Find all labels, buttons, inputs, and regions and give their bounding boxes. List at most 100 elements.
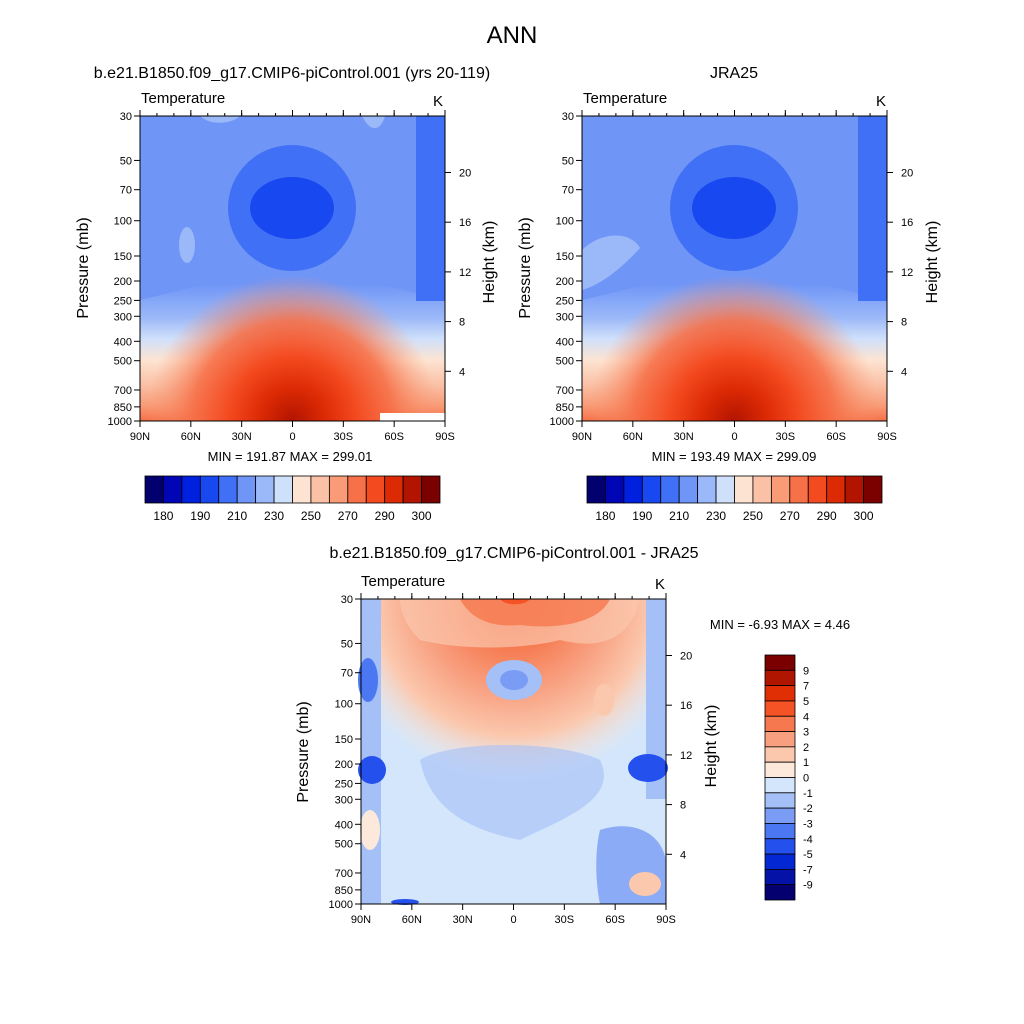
colorbar-box (764, 838, 796, 855)
colorbar-label: -7 (803, 864, 813, 876)
colorbar-box (236, 475, 257, 504)
x-tick-label: 90S (435, 431, 455, 443)
yr-tick-label: 8 (459, 317, 465, 329)
colorbar-box (402, 475, 422, 504)
colorbar-label: 3 (803, 727, 809, 739)
colorbar-label: -3 (803, 818, 813, 830)
colorbar-box (764, 715, 796, 732)
colorbar-box (421, 475, 441, 504)
colorbar-box (292, 475, 312, 504)
yr-tick-label: 4 (459, 366, 465, 378)
colorbar-label: 230 (264, 509, 284, 523)
y-tick-label: 400 (335, 819, 353, 831)
y-tick-label: 30 (562, 111, 574, 123)
colorbar-label: 0 (803, 773, 809, 785)
x-tick-label: 30S (334, 431, 354, 443)
colorbar-box (752, 475, 772, 504)
y-axis-right-label: Height (km) (924, 221, 941, 304)
y-tick-label: 200 (114, 276, 132, 288)
x-tick-label: 60S (826, 431, 846, 443)
left-axis-ticks: 305070100150200250300400500700850100090N… (550, 110, 913, 443)
min-max-text: MIN = 193.49 MAX = 299.09 (652, 449, 817, 464)
y-tick-label: 1000 (550, 416, 574, 428)
colorbar-box (328, 475, 349, 504)
units-label: K (655, 576, 665, 593)
units-label: K (433, 93, 443, 110)
yr-tick-label: 12 (680, 750, 692, 762)
min-max-text: MIN = -6.93 MAX = 4.46 (710, 617, 850, 632)
y-tick-label: 150 (556, 251, 574, 263)
y-tick-label: 500 (556, 356, 574, 368)
colorbar-label: 4 (803, 711, 809, 723)
colorbar-box (255, 475, 275, 504)
colorbar-horizontal: 180 190 210 230 250 270 290 300 (586, 475, 883, 523)
y-tick-label: 400 (556, 336, 574, 348)
yr-tick-label: 12 (459, 267, 471, 279)
colorbar-label: 210 (227, 509, 247, 523)
colorbar-box (384, 475, 404, 504)
colorbar-box (764, 746, 796, 763)
y-axis-right-label: Height (km) (481, 221, 498, 304)
figure-title: ANN (487, 22, 538, 49)
colorbar-label: 270 (338, 509, 358, 523)
contour-field (582, 116, 887, 421)
colorbar-box (273, 475, 293, 504)
colorbar-label: 190 (190, 509, 210, 523)
panel-title: b.e21.B1850.f09_g17.CMIP6-piControl.001 … (329, 545, 698, 562)
x-tick-label: 90N (572, 431, 592, 443)
y-tick-label: 300 (114, 311, 132, 323)
colorbar-label: 180 (153, 509, 173, 523)
y-tick-label: 50 (562, 155, 574, 167)
colorbar-label: 290 (375, 509, 395, 523)
colorbar-box (764, 823, 796, 840)
y-axis-label: Pressure (mb) (75, 217, 92, 318)
colorbar-label: 250 (743, 509, 763, 523)
y-tick-label: 850 (556, 402, 574, 414)
y-tick-label: 1000 (108, 416, 132, 428)
yr-tick-label: 12 (901, 267, 913, 279)
colorbar-box (678, 475, 699, 504)
yr-tick-label: 16 (680, 700, 692, 712)
colorbar-label: -5 (803, 849, 813, 861)
contour-field (358, 599, 668, 905)
y-tick-label: 500 (335, 839, 353, 851)
y-tick-label: 200 (556, 276, 574, 288)
colorbar-box (807, 475, 828, 504)
x-tick-label: 60N (181, 431, 201, 443)
colorbar-box (623, 475, 643, 504)
colorbar-label: 210 (669, 509, 689, 523)
min-max-text: MIN = 191.87 MAX = 299.01 (208, 449, 373, 464)
x-tick-label: 30S (555, 914, 575, 926)
panel-title: JRA25 (710, 65, 758, 82)
x-tick-label: 0 (289, 431, 295, 443)
y-tick-label: 500 (114, 356, 132, 368)
colorbar-label: 230 (706, 509, 726, 523)
y-tick-label: 150 (114, 251, 132, 263)
colorbar-box (764, 700, 796, 717)
colorbar-label: 250 (301, 509, 321, 523)
colorbar-box (770, 475, 791, 504)
colorbar-box (218, 475, 238, 504)
contour-field (140, 116, 445, 421)
x-tick-label: 90S (656, 914, 676, 926)
x-tick-label: 0 (731, 431, 737, 443)
y-tick-label: 850 (114, 402, 132, 414)
colorbar-label: 300 (854, 509, 874, 523)
colorbar-box (764, 884, 796, 901)
y-tick-label: 1000 (329, 899, 353, 911)
colorbar-box (586, 475, 606, 504)
colorbar-box (697, 475, 717, 504)
y-axis-right-label: Height (km) (703, 705, 720, 788)
colorbar-label: -4 (803, 834, 813, 846)
colorbar-box (826, 475, 846, 504)
colorbar-box (764, 761, 796, 778)
y-axis-label: Pressure (mb) (517, 217, 534, 318)
x-tick-label: 90S (877, 431, 897, 443)
yr-tick-label: 20 (680, 650, 692, 662)
yr-tick-label: 8 (901, 317, 907, 329)
colorbar-box (764, 792, 796, 809)
panel-title: b.e21.B1850.f09_g17.CMIP6-piControl.001 … (94, 65, 490, 82)
yr-tick-label: 4 (901, 366, 907, 378)
yr-tick-label: 8 (680, 800, 686, 812)
